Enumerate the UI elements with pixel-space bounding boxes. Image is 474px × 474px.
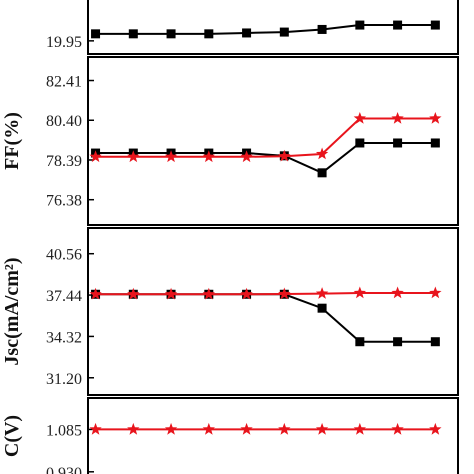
y-tick-label: 40.56 bbox=[46, 247, 82, 264]
panel-2: 40.56 37.44 34.32 31.20 Jsc(mA/cm²) bbox=[1, 227, 459, 396]
data-point-star bbox=[202, 150, 215, 163]
data-point-square bbox=[430, 337, 440, 347]
data-point-star bbox=[353, 422, 367, 435]
data-point-star bbox=[89, 422, 102, 435]
data-point-star bbox=[429, 422, 442, 435]
data-point-star bbox=[164, 287, 178, 300]
series-1 bbox=[89, 111, 442, 163]
data-point-square bbox=[430, 138, 440, 148]
data-point-star bbox=[429, 111, 442, 124]
data-point-square bbox=[166, 29, 176, 39]
data-point-square bbox=[355, 138, 365, 148]
data-point-star bbox=[240, 422, 253, 435]
y-tick-label: 82.41 bbox=[46, 74, 82, 91]
series-0 bbox=[91, 289, 440, 347]
series-0 bbox=[89, 422, 442, 435]
data-point-square bbox=[128, 29, 138, 39]
data-point-square bbox=[317, 168, 327, 178]
data-point-square bbox=[204, 29, 214, 39]
data-point-square bbox=[91, 29, 101, 39]
data-point-star bbox=[315, 287, 329, 299]
data-point-star bbox=[89, 150, 102, 163]
data-point-square bbox=[355, 20, 365, 30]
panel-frame bbox=[87, 397, 459, 474]
series-0 bbox=[91, 20, 440, 39]
y-axis-label: C(V) bbox=[1, 415, 23, 457]
data-point-star bbox=[89, 287, 102, 300]
panel-frame bbox=[87, 0, 459, 55]
data-point-star bbox=[278, 422, 291, 435]
series-0 bbox=[91, 138, 440, 178]
data-point-star bbox=[240, 150, 253, 163]
y-axis-label: FF(%) bbox=[1, 112, 23, 170]
y-tick-label: 0.930 bbox=[46, 465, 82, 474]
y-tick-label: 78.39 bbox=[46, 153, 82, 170]
data-point-star bbox=[127, 150, 140, 163]
data-point-star bbox=[391, 422, 404, 435]
data-point-star bbox=[391, 286, 404, 299]
data-point-star bbox=[391, 111, 404, 124]
data-point-square bbox=[279, 27, 289, 37]
data-point-star bbox=[278, 287, 291, 300]
data-point-square bbox=[242, 28, 252, 38]
y-tick-label: 31.20 bbox=[46, 371, 82, 388]
series-line bbox=[95, 141, 436, 174]
data-point-star bbox=[315, 147, 329, 160]
data-point-square bbox=[317, 24, 327, 34]
data-point-star bbox=[164, 422, 178, 435]
series-1 bbox=[89, 286, 442, 300]
data-point-star bbox=[202, 422, 215, 435]
panel-frame bbox=[87, 227, 459, 396]
y-tick-label: 34.32 bbox=[46, 329, 82, 346]
panel-0: 19.95 bbox=[46, 0, 459, 55]
series-line bbox=[95, 293, 436, 343]
series-line bbox=[95, 117, 436, 158]
data-point-square bbox=[430, 20, 440, 30]
y-tick-label: 80.40 bbox=[46, 113, 82, 130]
data-point-star bbox=[127, 422, 140, 435]
data-point-star bbox=[429, 286, 442, 299]
data-point-square bbox=[393, 20, 403, 30]
data-point-star bbox=[278, 149, 291, 162]
data-point-square bbox=[355, 337, 365, 347]
panel-1: 82.41 80.40 78.39 76.38 FF(%) bbox=[1, 56, 459, 226]
y-tick-label: 1.085 bbox=[46, 422, 82, 439]
y-tick-label: 19.95 bbox=[46, 34, 82, 51]
data-point-star bbox=[127, 287, 140, 300]
data-point-square bbox=[393, 337, 403, 347]
data-point-star bbox=[240, 287, 253, 300]
data-point-star bbox=[202, 287, 215, 300]
data-point-square bbox=[393, 138, 403, 148]
y-tick-label: 37.44 bbox=[46, 288, 82, 305]
y-tick-label: 76.38 bbox=[46, 193, 82, 210]
data-point-star bbox=[164, 150, 178, 163]
data-point-star bbox=[353, 286, 367, 299]
series-line bbox=[95, 291, 436, 296]
data-point-square bbox=[317, 303, 327, 313]
data-point-star bbox=[315, 422, 329, 435]
panel-3: 1.085 0.930 C(V) bbox=[1, 397, 459, 474]
y-axis-label: Jsc(mA/cm²) bbox=[1, 257, 23, 365]
series-line bbox=[95, 24, 436, 35]
data-point-star bbox=[353, 111, 367, 124]
panel-frame bbox=[87, 56, 459, 226]
